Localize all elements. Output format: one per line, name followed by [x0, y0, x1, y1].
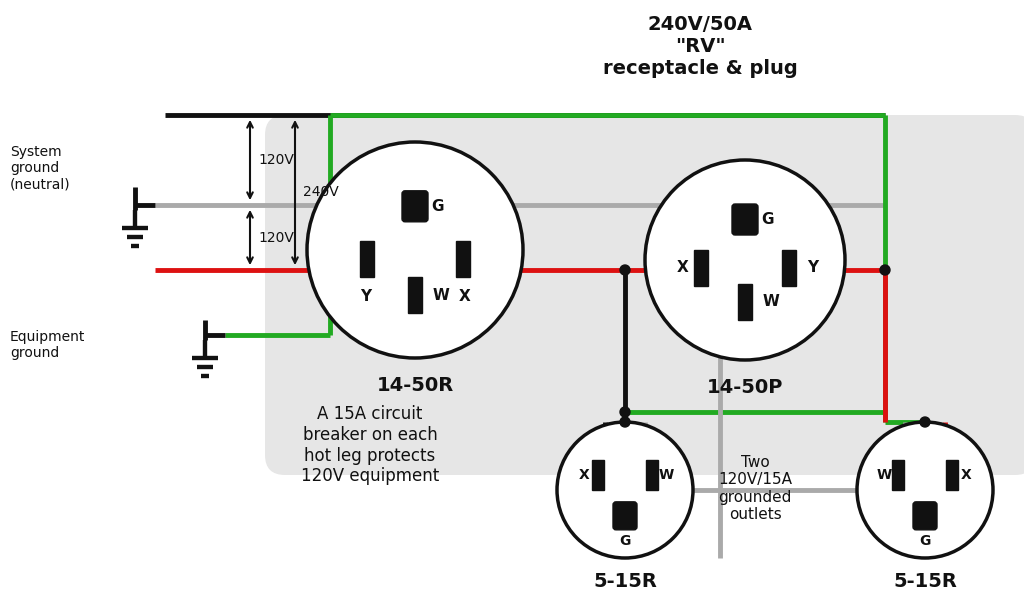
Text: W: W [658, 468, 674, 482]
Circle shape [620, 265, 630, 275]
Bar [946, 460, 958, 490]
Bar [892, 460, 904, 490]
Text: Y: Y [807, 261, 818, 275]
Text: 14-50R: 14-50R [377, 376, 454, 395]
Circle shape [920, 417, 930, 427]
Text: W: W [433, 288, 450, 303]
Text: 240V/50A
"RV"
receptacle & plug: 240V/50A "RV" receptacle & plug [603, 15, 798, 78]
Circle shape [621, 408, 629, 416]
Bar [646, 460, 658, 490]
Bar [592, 460, 604, 490]
FancyBboxPatch shape [613, 502, 637, 530]
Bar [456, 241, 470, 276]
Text: 5-15R: 5-15R [893, 572, 957, 591]
Text: A 15A circuit
breaker on each
hot leg protects
120V equipment: A 15A circuit breaker on each hot leg pr… [301, 405, 439, 485]
Circle shape [921, 418, 929, 426]
FancyBboxPatch shape [402, 191, 428, 222]
Text: Equipment
ground: Equipment ground [10, 330, 85, 360]
Text: 120V: 120V [258, 153, 294, 167]
Text: 120V: 120V [258, 231, 294, 244]
Text: G: G [431, 199, 443, 214]
Text: X: X [459, 289, 470, 304]
Text: G: G [620, 534, 631, 548]
Text: G: G [761, 212, 773, 227]
FancyBboxPatch shape [913, 502, 937, 530]
Text: G: G [920, 534, 931, 548]
Text: X: X [579, 468, 589, 482]
Circle shape [880, 265, 890, 275]
Text: Y: Y [359, 289, 371, 304]
Text: X: X [961, 468, 972, 482]
Bar [408, 277, 422, 313]
Text: 14-50P: 14-50P [707, 378, 783, 397]
Text: X: X [677, 261, 689, 275]
Text: W: W [763, 295, 780, 310]
Text: Two
120V/15A
grounded
outlets: Two 120V/15A grounded outlets [718, 455, 792, 522]
Text: W: W [877, 468, 892, 482]
FancyBboxPatch shape [265, 115, 1024, 475]
Text: 240V: 240V [303, 186, 339, 200]
Circle shape [620, 407, 630, 417]
Text: System
ground
(neutral): System ground (neutral) [10, 145, 71, 191]
Circle shape [645, 160, 845, 360]
Bar [782, 250, 796, 286]
Bar [694, 250, 708, 286]
Circle shape [857, 422, 993, 558]
Bar [738, 284, 752, 320]
Bar [360, 241, 375, 276]
FancyBboxPatch shape [732, 204, 758, 235]
Circle shape [620, 417, 630, 427]
Circle shape [557, 422, 693, 558]
Circle shape [307, 142, 523, 358]
Text: 5-15R: 5-15R [593, 572, 657, 591]
